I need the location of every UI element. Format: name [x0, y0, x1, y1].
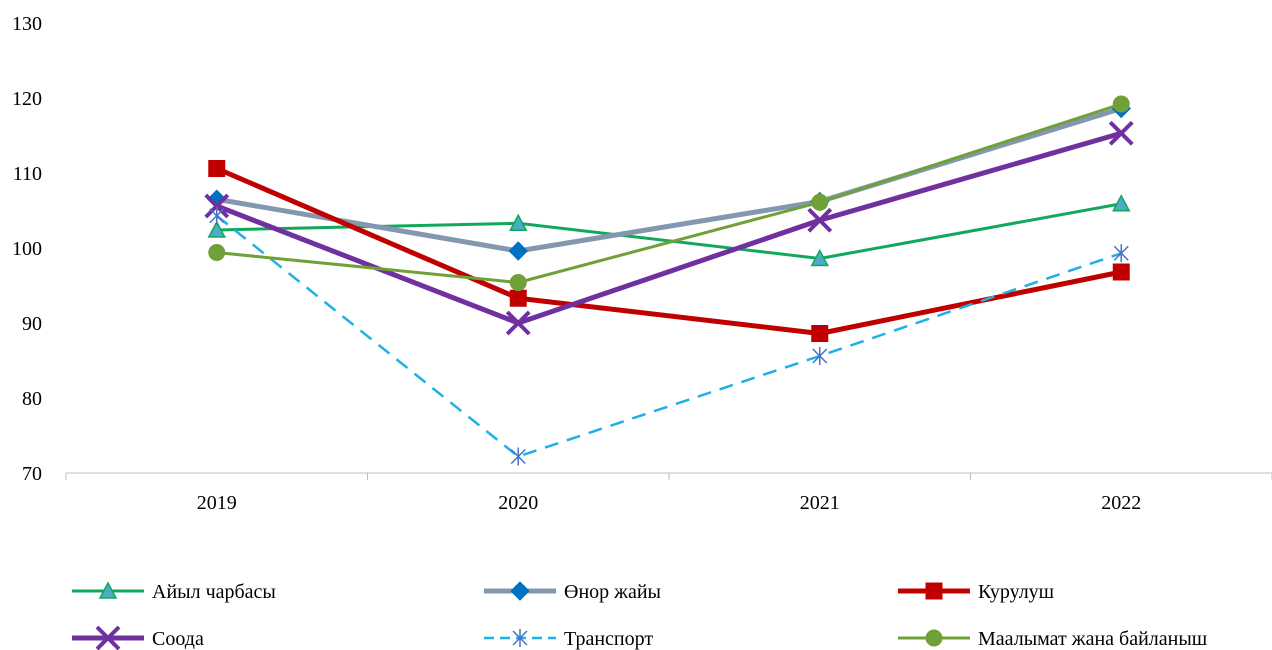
x-tick-label: 2020 [498, 492, 538, 514]
legend-label: Транспорт [564, 628, 653, 650]
legend-marker [925, 582, 943, 600]
series-layer [204, 95, 1134, 466]
data-point [812, 347, 828, 365]
data-point [204, 193, 230, 219]
data-point [810, 248, 829, 267]
legend-label: Курулуш [978, 581, 1055, 603]
data-point [207, 220, 226, 238]
data-point [811, 193, 829, 211]
legend-label: Соода [152, 628, 204, 650]
series-курулуш [208, 160, 1130, 342]
legend-marker [925, 629, 943, 647]
data-point [1113, 244, 1129, 263]
legend-marker [512, 629, 528, 647]
data-point [508, 241, 528, 261]
series-өнор-жайы [207, 98, 1131, 261]
x-tick-label: 2021 [800, 492, 840, 514]
y-tick-label: 110 [13, 163, 42, 185]
data-point [208, 160, 226, 177]
legend-label: Өнор жайы [564, 581, 661, 603]
data-point [505, 310, 531, 336]
data-point [1112, 95, 1130, 113]
y-tick-label: 70 [22, 463, 42, 485]
series-line [215, 214, 1122, 458]
legend-marker [98, 581, 118, 599]
y-tick-label: 90 [22, 313, 42, 335]
legend-label: Маалымат жана байланыш [978, 628, 1208, 650]
legend-label: Айыл чарбасы [152, 581, 276, 603]
axes: 70 80 90 100 110 120 130 2019 2020 2021 2022 [12, 13, 1272, 514]
legend-item: Маалымат жана байланыш [898, 628, 1208, 650]
legend-item: Өнор жайы [484, 581, 661, 603]
series-line [215, 166, 1122, 336]
legend: Айыл чарбасы Өнор жайы Курулуш Соода Транспо… [72, 581, 1208, 650]
legend-marker [95, 625, 121, 650]
data-point [509, 289, 527, 307]
y-tick-label: 100 [12, 238, 42, 260]
series-line [216, 202, 1122, 260]
data-point [208, 244, 226, 261]
x-tick-label: 2019 [197, 492, 237, 514]
legend-item: Айыл чарбасы [72, 581, 276, 603]
legend-item: Транспорт [484, 628, 653, 650]
x-tick-label: 2022 [1101, 492, 1141, 514]
series-line [216, 102, 1122, 284]
data-point [509, 213, 528, 231]
data-point [807, 207, 833, 233]
data-point [1112, 263, 1130, 281]
legend-item: Соода [72, 625, 204, 650]
y-tick-label: 130 [12, 13, 42, 35]
data-point [209, 206, 225, 225]
series-line [215, 130, 1122, 326]
data-point [510, 447, 526, 466]
data-point [811, 325, 829, 342]
series-line [216, 106, 1122, 254]
y-tick-label: 120 [12, 88, 42, 110]
data-point [1108, 120, 1134, 146]
legend-item: Курулуш [898, 581, 1055, 603]
data-point [1112, 194, 1131, 212]
series-соода [204, 120, 1134, 336]
legend-marker [510, 581, 530, 601]
data-point [509, 274, 527, 291]
series-маалымат-жана-байланыш [208, 95, 1130, 291]
y-tick-label: 80 [22, 388, 42, 410]
series-транспорт [209, 206, 1129, 466]
